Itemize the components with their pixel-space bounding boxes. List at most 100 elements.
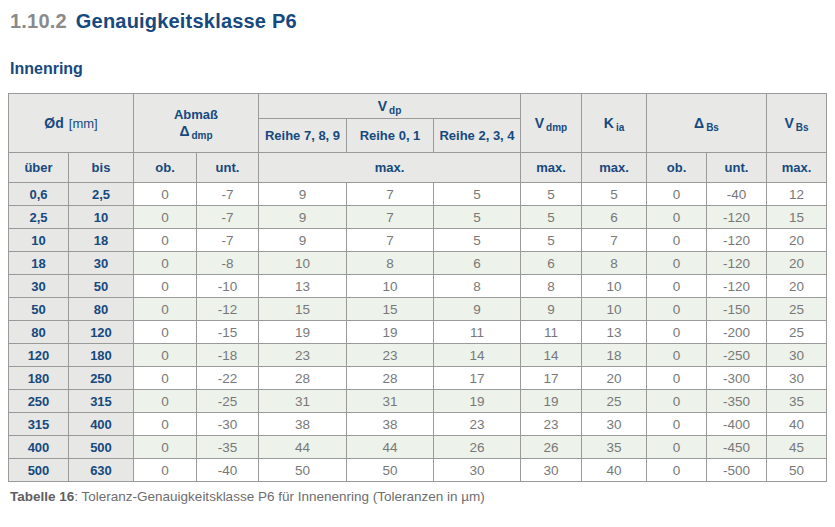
table-cell: 28 bbox=[259, 367, 347, 390]
table-caption: Tabelle 16: Toleranz-Genauigkeitsklasse … bbox=[10, 489, 827, 504]
table-cell: -40 bbox=[707, 183, 767, 206]
table-cell: 11 bbox=[521, 321, 582, 344]
table-cell: -150 bbox=[707, 298, 767, 321]
table-row: 1802500-2228281717200-30030 bbox=[9, 367, 827, 390]
range-cell: 18 bbox=[69, 229, 134, 252]
col-header-reihe-234: Reihe 2, 3, 4 bbox=[434, 119, 521, 153]
table-cell: 9 bbox=[434, 298, 521, 321]
range-cell: 250 bbox=[9, 390, 69, 413]
document-page: 1.10.2Genauigkeitsklasse P6 Innenring Ød… bbox=[0, 0, 835, 504]
table-cell: 50 bbox=[347, 459, 434, 482]
range-cell: 180 bbox=[9, 367, 69, 390]
table-cell: -250 bbox=[707, 344, 767, 367]
table-cell: 30 bbox=[582, 413, 647, 436]
range-cell: 630 bbox=[69, 459, 134, 482]
table-cell: -120 bbox=[707, 229, 767, 252]
table-cell: 19 bbox=[347, 321, 434, 344]
table-cell: 0 bbox=[134, 275, 197, 298]
tolerance-table: Ød[mm] Abmaß Δdmp Vdp Vdmp Kia ΔBs bbox=[8, 93, 827, 482]
table-cell: 44 bbox=[347, 436, 434, 459]
table-cell: 0 bbox=[134, 390, 197, 413]
caption-text: : Toleranz-Genauigkeitsklasse P6 für Inn… bbox=[74, 489, 485, 504]
table-cell: 20 bbox=[767, 229, 827, 252]
table-cell: 23 bbox=[521, 413, 582, 436]
table-cell: 44 bbox=[259, 436, 347, 459]
table-row: 10180-7975570-12020 bbox=[9, 229, 827, 252]
table-cell: 0 bbox=[647, 252, 707, 275]
table-row: 3154000-3038382323300-40040 bbox=[9, 413, 827, 436]
range-cell: 50 bbox=[69, 275, 134, 298]
table-cell: -35 bbox=[197, 436, 259, 459]
range-cell: 180 bbox=[69, 344, 134, 367]
table-cell: 45 bbox=[767, 436, 827, 459]
table-cell: 7 bbox=[347, 183, 434, 206]
range-cell: 400 bbox=[9, 436, 69, 459]
table-cell: 12 bbox=[767, 183, 827, 206]
table-cell: 5 bbox=[582, 183, 647, 206]
table-cell: 5 bbox=[521, 206, 582, 229]
range-cell: 400 bbox=[69, 413, 134, 436]
table-cell: 30 bbox=[434, 459, 521, 482]
table-cell: 40 bbox=[582, 459, 647, 482]
table-cell: 38 bbox=[347, 413, 434, 436]
range-cell: 315 bbox=[9, 413, 69, 436]
range-cell: 18 bbox=[9, 252, 69, 275]
table-cell: 11 bbox=[434, 321, 521, 344]
col-header-abmass: Abmaß Δdmp bbox=[134, 94, 259, 153]
table-cell: 8 bbox=[347, 252, 434, 275]
sub-header-max-kia: max. bbox=[582, 153, 647, 183]
table-cell: -18 bbox=[197, 344, 259, 367]
table-cell: 9 bbox=[259, 183, 347, 206]
table-cell: 17 bbox=[521, 367, 582, 390]
table-cell: 10 bbox=[347, 275, 434, 298]
table-cell: 15 bbox=[259, 298, 347, 321]
table-cell: 25 bbox=[767, 321, 827, 344]
col-header-reihe-01: Reihe 0, 1 bbox=[347, 119, 434, 153]
table-row: 30500-10131088100-12020 bbox=[9, 275, 827, 298]
table-cell: 10 bbox=[259, 252, 347, 275]
range-cell: 120 bbox=[9, 344, 69, 367]
sub-header-max-vdp: max. bbox=[259, 153, 521, 183]
sub-header-ob-dbs: ob. bbox=[647, 153, 707, 183]
range-cell: 2,5 bbox=[9, 206, 69, 229]
table-cell: 0 bbox=[647, 367, 707, 390]
table-cell: 15 bbox=[347, 298, 434, 321]
table-cell: 25 bbox=[767, 298, 827, 321]
header-row-top: Ød[mm] Abmaß Δdmp Vdp Vdmp Kia ΔBs bbox=[9, 94, 827, 119]
table-cell: 0 bbox=[134, 413, 197, 436]
col-header-dbs: ΔBs bbox=[647, 94, 767, 153]
range-cell: 500 bbox=[69, 436, 134, 459]
table-cell: 38 bbox=[259, 413, 347, 436]
table-cell: 5 bbox=[434, 206, 521, 229]
table-row: 2503150-2531311919250-35035 bbox=[9, 390, 827, 413]
sub-header-max-vbs: max. bbox=[767, 153, 827, 183]
table-cell: -350 bbox=[707, 390, 767, 413]
table-cell: 10 bbox=[582, 275, 647, 298]
range-cell: 30 bbox=[69, 252, 134, 275]
table-cell: -30 bbox=[197, 413, 259, 436]
table-cell: -40 bbox=[197, 459, 259, 482]
table-cell: 14 bbox=[521, 344, 582, 367]
section-number: 1.10.2 bbox=[10, 10, 67, 32]
table-cell: 31 bbox=[347, 390, 434, 413]
table-cell: 40 bbox=[767, 413, 827, 436]
table-cell: 0 bbox=[647, 206, 707, 229]
table-cell: 0 bbox=[647, 183, 707, 206]
table-cell: 50 bbox=[767, 459, 827, 482]
table-cell: -12 bbox=[197, 298, 259, 321]
table-cell: -200 bbox=[707, 321, 767, 344]
table-cell: 15 bbox=[767, 206, 827, 229]
table-cell: -10 bbox=[197, 275, 259, 298]
table-row: 801200-1519191111130-20025 bbox=[9, 321, 827, 344]
range-cell: 10 bbox=[69, 206, 134, 229]
table-cell: 19 bbox=[434, 390, 521, 413]
table-cell: 7 bbox=[347, 229, 434, 252]
table-cell: 0 bbox=[134, 459, 197, 482]
table-cell: 20 bbox=[767, 275, 827, 298]
table-cell: 0 bbox=[647, 344, 707, 367]
range-cell: 80 bbox=[9, 321, 69, 344]
table-cell: 35 bbox=[767, 390, 827, 413]
table-cell: 0 bbox=[647, 436, 707, 459]
table-cell: 6 bbox=[582, 206, 647, 229]
table-cell: 19 bbox=[259, 321, 347, 344]
